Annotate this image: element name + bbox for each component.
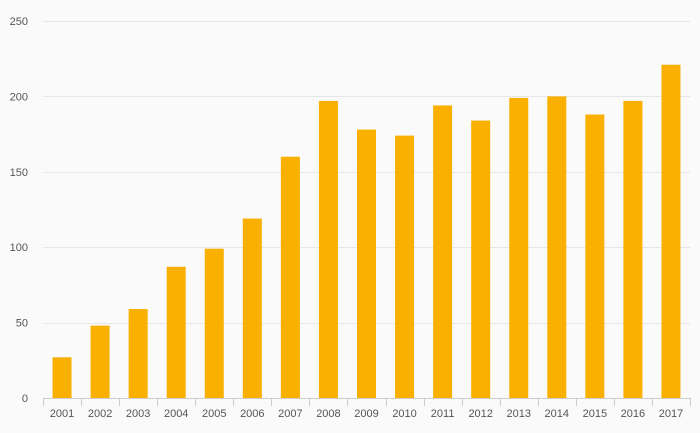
bar-2014 (547, 96, 567, 399)
bar-2008 (318, 100, 338, 399)
x-tick-label: 2013 (506, 408, 530, 420)
y-axis-tick-labels: 0 50 100 150 200 250 (10, 16, 28, 405)
bar-2016 (623, 100, 643, 399)
x-tick-label: 2007 (278, 408, 302, 420)
x-tick-label: 2009 (354, 408, 378, 420)
x-tick-label: 2011 (431, 408, 455, 420)
bar-2007 (280, 156, 300, 398)
x-tick-label: 2010 (392, 408, 416, 420)
bar-2017 (661, 64, 681, 398)
bar-2001 (52, 357, 72, 398)
bar-2011 (433, 105, 453, 398)
bar-2012 (471, 120, 491, 398)
y-tick-label: 200 (10, 91, 28, 103)
bar-2003 (128, 309, 148, 398)
y-tick-label: 250 (10, 16, 28, 28)
y-tick-label: 50 (16, 318, 28, 330)
x-tick-label: 2014 (545, 408, 569, 420)
bar-2006 (242, 218, 262, 398)
bar-2009 (357, 129, 376, 398)
bars (52, 64, 681, 399)
bar-2005 (204, 248, 224, 398)
y-tick-label: 150 (10, 167, 28, 179)
x-tick-label: 2017 (659, 408, 683, 420)
x-tick-label: 2012 (468, 408, 492, 420)
x-tick-label: 2015 (583, 408, 607, 420)
bar-2015 (585, 114, 605, 398)
x-tick-label: 2004 (164, 408, 188, 420)
x-tick-label: 2006 (240, 408, 264, 420)
x-tick-label: 2005 (202, 408, 226, 420)
x-tick-label: 2008 (316, 408, 340, 420)
bar-2002 (90, 325, 110, 398)
bar-2004 (166, 266, 186, 398)
x-tick-label: 2016 (621, 408, 645, 420)
y-tick-label: 100 (10, 242, 28, 254)
x-axis-tick-labels: 2001 2002 2003 2004 2005 2006 2007 2008 2009 2010… (50, 408, 683, 420)
y-tick-label: 0 (22, 393, 28, 405)
bar-2010 (395, 135, 415, 399)
x-tick-label: 2003 (126, 408, 150, 420)
bar-2013 (509, 97, 529, 398)
x-tick-label: 2001 (50, 408, 74, 420)
x-axis (43, 398, 691, 406)
x-tick-label: 2002 (88, 408, 112, 420)
